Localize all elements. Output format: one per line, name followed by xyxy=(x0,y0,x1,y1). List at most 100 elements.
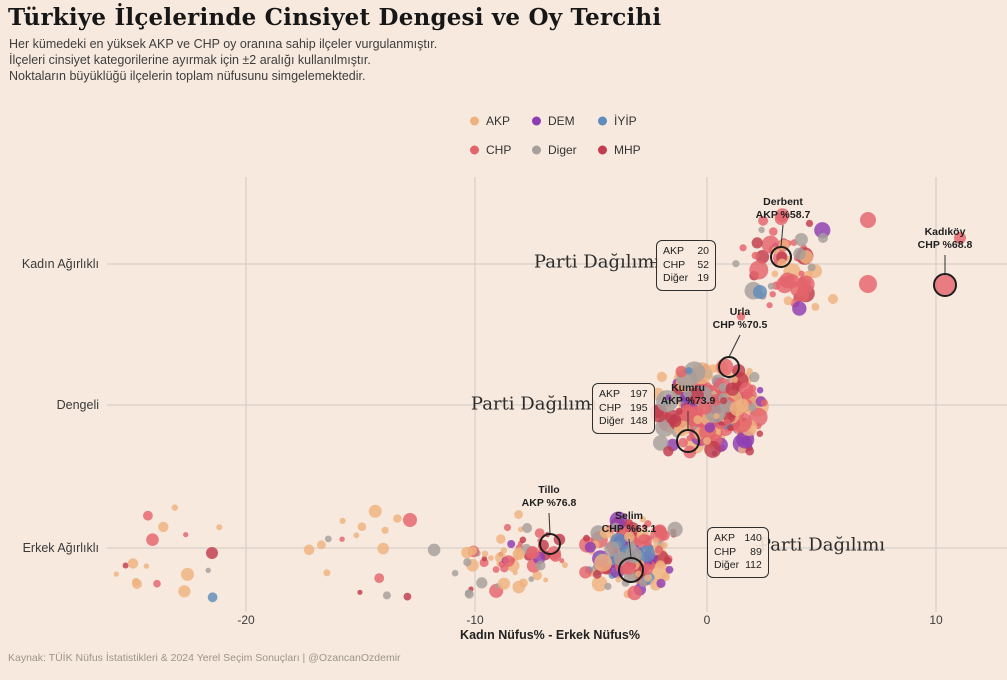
district-point xyxy=(611,522,620,532)
legend-dot-diger xyxy=(532,145,541,155)
district-point xyxy=(758,226,765,234)
annotation-district-name: Urla xyxy=(729,306,751,318)
district-point xyxy=(724,418,731,426)
district-point xyxy=(599,527,612,539)
label-box-connector xyxy=(650,262,656,263)
district-point xyxy=(758,215,769,226)
party-distribution-row: CHP 52 xyxy=(663,259,709,273)
party-distribution-row: AKP 20 xyxy=(663,245,709,259)
district-point xyxy=(954,232,966,244)
district-point xyxy=(769,291,776,298)
district-point xyxy=(656,578,666,589)
district-point xyxy=(748,403,757,412)
district-point xyxy=(122,562,129,569)
district-point xyxy=(427,543,441,557)
district-point xyxy=(643,573,652,582)
district-point xyxy=(543,577,549,583)
district-point xyxy=(464,589,472,597)
district-point xyxy=(739,244,747,252)
party-count: 195 xyxy=(630,401,648,414)
chart-subtitle-1: Her kümedeki en yüksek AKP ve CHP oy ora… xyxy=(9,37,438,51)
district-point xyxy=(725,382,740,396)
district-point xyxy=(171,504,178,511)
district-point xyxy=(637,534,652,549)
district-point xyxy=(749,371,760,383)
district-point xyxy=(732,260,740,268)
legend-label-chp: CHP xyxy=(486,143,512,157)
annotation-vote-share: CHP %70.5 xyxy=(712,319,768,331)
district-point xyxy=(749,260,769,280)
district-point xyxy=(703,437,711,445)
district-point xyxy=(746,367,753,375)
district-point xyxy=(730,375,738,384)
district-point xyxy=(663,446,674,457)
district-point xyxy=(526,546,540,560)
district-annotation: Selim CHP %63.1 xyxy=(602,510,657,536)
district-point xyxy=(859,275,877,293)
y-axis-category-label: Kadın Ağırlıklı xyxy=(21,257,99,271)
party-distribution-row: Diğer 148 xyxy=(599,415,648,429)
chart-title: Türkiye İlçelerinde Cinsiyet Dengesi ve … xyxy=(8,4,662,31)
legend-dot-chp xyxy=(470,145,479,155)
district-point xyxy=(793,247,806,260)
annotation-district-name: Selim xyxy=(614,510,644,522)
party-count: 20 xyxy=(697,245,709,257)
district-point xyxy=(668,414,682,428)
district-point xyxy=(751,237,763,249)
district-point xyxy=(323,569,331,577)
district-point xyxy=(339,517,346,525)
district-point xyxy=(639,516,646,523)
annotation-leader-line xyxy=(728,334,741,358)
party-name: AKP xyxy=(663,245,685,257)
district-point xyxy=(755,249,770,264)
district-point xyxy=(828,294,838,304)
district-annotation: Derbent AKP %58.7 xyxy=(756,196,811,222)
district-point xyxy=(656,390,679,413)
district-point xyxy=(665,565,674,574)
district-point xyxy=(303,544,315,556)
district-point xyxy=(622,561,636,575)
annotation-vote-share: AKP %73.9 xyxy=(660,395,716,407)
district-point xyxy=(216,524,223,531)
annotation-vote-share: CHP %63.1 xyxy=(601,523,657,535)
district-point xyxy=(528,576,535,582)
district-point xyxy=(771,270,779,278)
district-point xyxy=(693,415,703,425)
annotation-vote-share: AKP %76.8 xyxy=(521,497,577,509)
legend-dot-dem xyxy=(532,116,541,126)
district-point xyxy=(718,383,728,392)
annotation-district-name: Derbent xyxy=(763,196,803,208)
district-point xyxy=(393,514,402,523)
district-point xyxy=(736,312,746,321)
x-axis-tick-label: 10 xyxy=(929,613,943,627)
district-point xyxy=(935,275,955,295)
district-point xyxy=(594,553,612,572)
district-point xyxy=(534,528,545,538)
district-point xyxy=(488,555,494,561)
district-point xyxy=(481,555,488,562)
y-axis-category-label: Dengeli xyxy=(56,398,99,412)
district-point xyxy=(522,523,533,533)
y-axis-category-label: Erkek Ağırlıklı xyxy=(22,541,99,555)
chart-subtitle-3: Noktaların büyüklüğü ilçelerin toplam nü… xyxy=(9,69,366,83)
district-point xyxy=(635,570,642,578)
district-point xyxy=(178,585,191,598)
party-name: AKP xyxy=(714,532,736,544)
district-point xyxy=(502,555,515,567)
annotation-leader-line xyxy=(548,512,551,535)
district-point xyxy=(368,504,382,518)
highlight-ring xyxy=(770,246,792,268)
legend-label-akp: AKP xyxy=(486,114,511,128)
district-point xyxy=(481,550,489,557)
district-point xyxy=(519,536,527,544)
district-point xyxy=(638,578,647,587)
district-point xyxy=(797,275,815,294)
district-point xyxy=(113,571,119,577)
district-point xyxy=(503,523,512,532)
district-point xyxy=(591,575,608,592)
source-caption: Kaynak: TÜİK Nüfus İstatistikleri & 2024… xyxy=(8,652,401,664)
district-point xyxy=(497,577,511,590)
district-point xyxy=(814,222,831,239)
